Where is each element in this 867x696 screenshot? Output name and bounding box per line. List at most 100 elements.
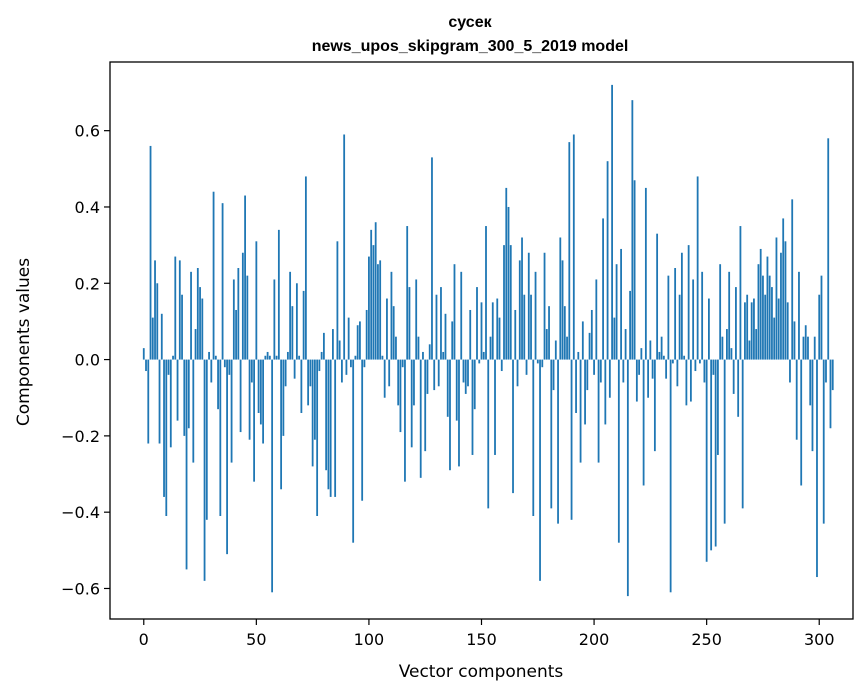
bar (820, 275, 823, 360)
bar (739, 226, 742, 360)
bar (259, 359, 262, 425)
bar (410, 359, 413, 448)
bar (392, 306, 395, 360)
bar (662, 355, 665, 360)
bar (671, 359, 674, 364)
bar (642, 359, 645, 486)
bar (665, 359, 668, 379)
bar (615, 264, 618, 360)
y-tick-label: 0.4 (75, 198, 100, 217)
bar (469, 309, 472, 360)
bar (687, 245, 690, 360)
bar (232, 279, 235, 360)
bar (699, 359, 701, 364)
bar (530, 294, 532, 360)
bar (563, 306, 566, 360)
bar (172, 355, 174, 360)
bar (428, 344, 431, 360)
y-tick-label: −0.2 (61, 427, 100, 446)
bar (228, 359, 231, 375)
bar (757, 264, 760, 360)
bar (154, 260, 156, 360)
bar (320, 351, 323, 360)
bar (313, 359, 316, 440)
bar (208, 351, 210, 360)
bar (491, 302, 494, 360)
bar (284, 359, 287, 387)
bar (723, 359, 726, 524)
bar (586, 359, 589, 391)
bar (250, 359, 253, 383)
bar (717, 359, 719, 455)
bar (714, 359, 717, 547)
bar (523, 294, 526, 360)
bar (446, 359, 449, 417)
bar (422, 351, 424, 360)
bar (554, 340, 557, 360)
bar (593, 359, 595, 375)
bar (361, 359, 364, 501)
bar (343, 134, 346, 360)
bar (485, 226, 487, 360)
bar (386, 298, 388, 360)
x-axis-label: Vector components (399, 662, 564, 682)
bar (142, 348, 145, 360)
bar (622, 359, 625, 383)
bar (167, 359, 170, 375)
bar (264, 355, 267, 360)
bar (226, 359, 228, 555)
bar (426, 359, 429, 394)
bar (809, 359, 812, 406)
bar (737, 359, 740, 417)
bar (190, 271, 192, 360)
bar (726, 329, 728, 360)
bar (277, 229, 280, 360)
bar (151, 317, 154, 360)
bar (595, 279, 598, 360)
bar (370, 229, 373, 360)
bar (626, 359, 629, 597)
bar (543, 252, 546, 360)
bar (149, 145, 152, 360)
bar (322, 332, 325, 360)
bar (327, 359, 330, 490)
bar (784, 241, 787, 360)
bar (377, 264, 379, 360)
bar (577, 351, 580, 360)
bar (584, 359, 586, 425)
bar (613, 317, 616, 360)
bar (196, 268, 199, 360)
bar (239, 359, 242, 433)
bar (304, 176, 307, 360)
bar (658, 351, 661, 360)
bar (608, 359, 611, 398)
bar (183, 359, 186, 436)
bar (221, 203, 224, 360)
y-tick-label: 0.6 (75, 122, 100, 141)
bar (550, 359, 553, 509)
bar (390, 271, 393, 360)
x-tick-label: 50 (246, 630, 266, 649)
bar (145, 359, 147, 372)
bar (599, 359, 602, 383)
bar (271, 359, 274, 593)
bar (683, 355, 686, 360)
bar (309, 359, 312, 387)
bar (160, 313, 163, 360)
bar (536, 359, 539, 364)
bar (451, 321, 454, 360)
bar (397, 359, 400, 406)
bar (791, 199, 794, 360)
bar (780, 252, 782, 360)
bar (147, 359, 150, 444)
bar (217, 359, 219, 410)
bar (527, 252, 530, 360)
bar (458, 359, 460, 467)
y-axis-ticks: −0.6 −0.4 −0.2 0.0 0.2 0.4 0.6 (61, 122, 110, 598)
bar (336, 241, 339, 360)
bar (440, 287, 442, 360)
bar (635, 359, 638, 402)
bar (588, 332, 591, 360)
bar (406, 226, 409, 360)
bar (223, 359, 226, 368)
